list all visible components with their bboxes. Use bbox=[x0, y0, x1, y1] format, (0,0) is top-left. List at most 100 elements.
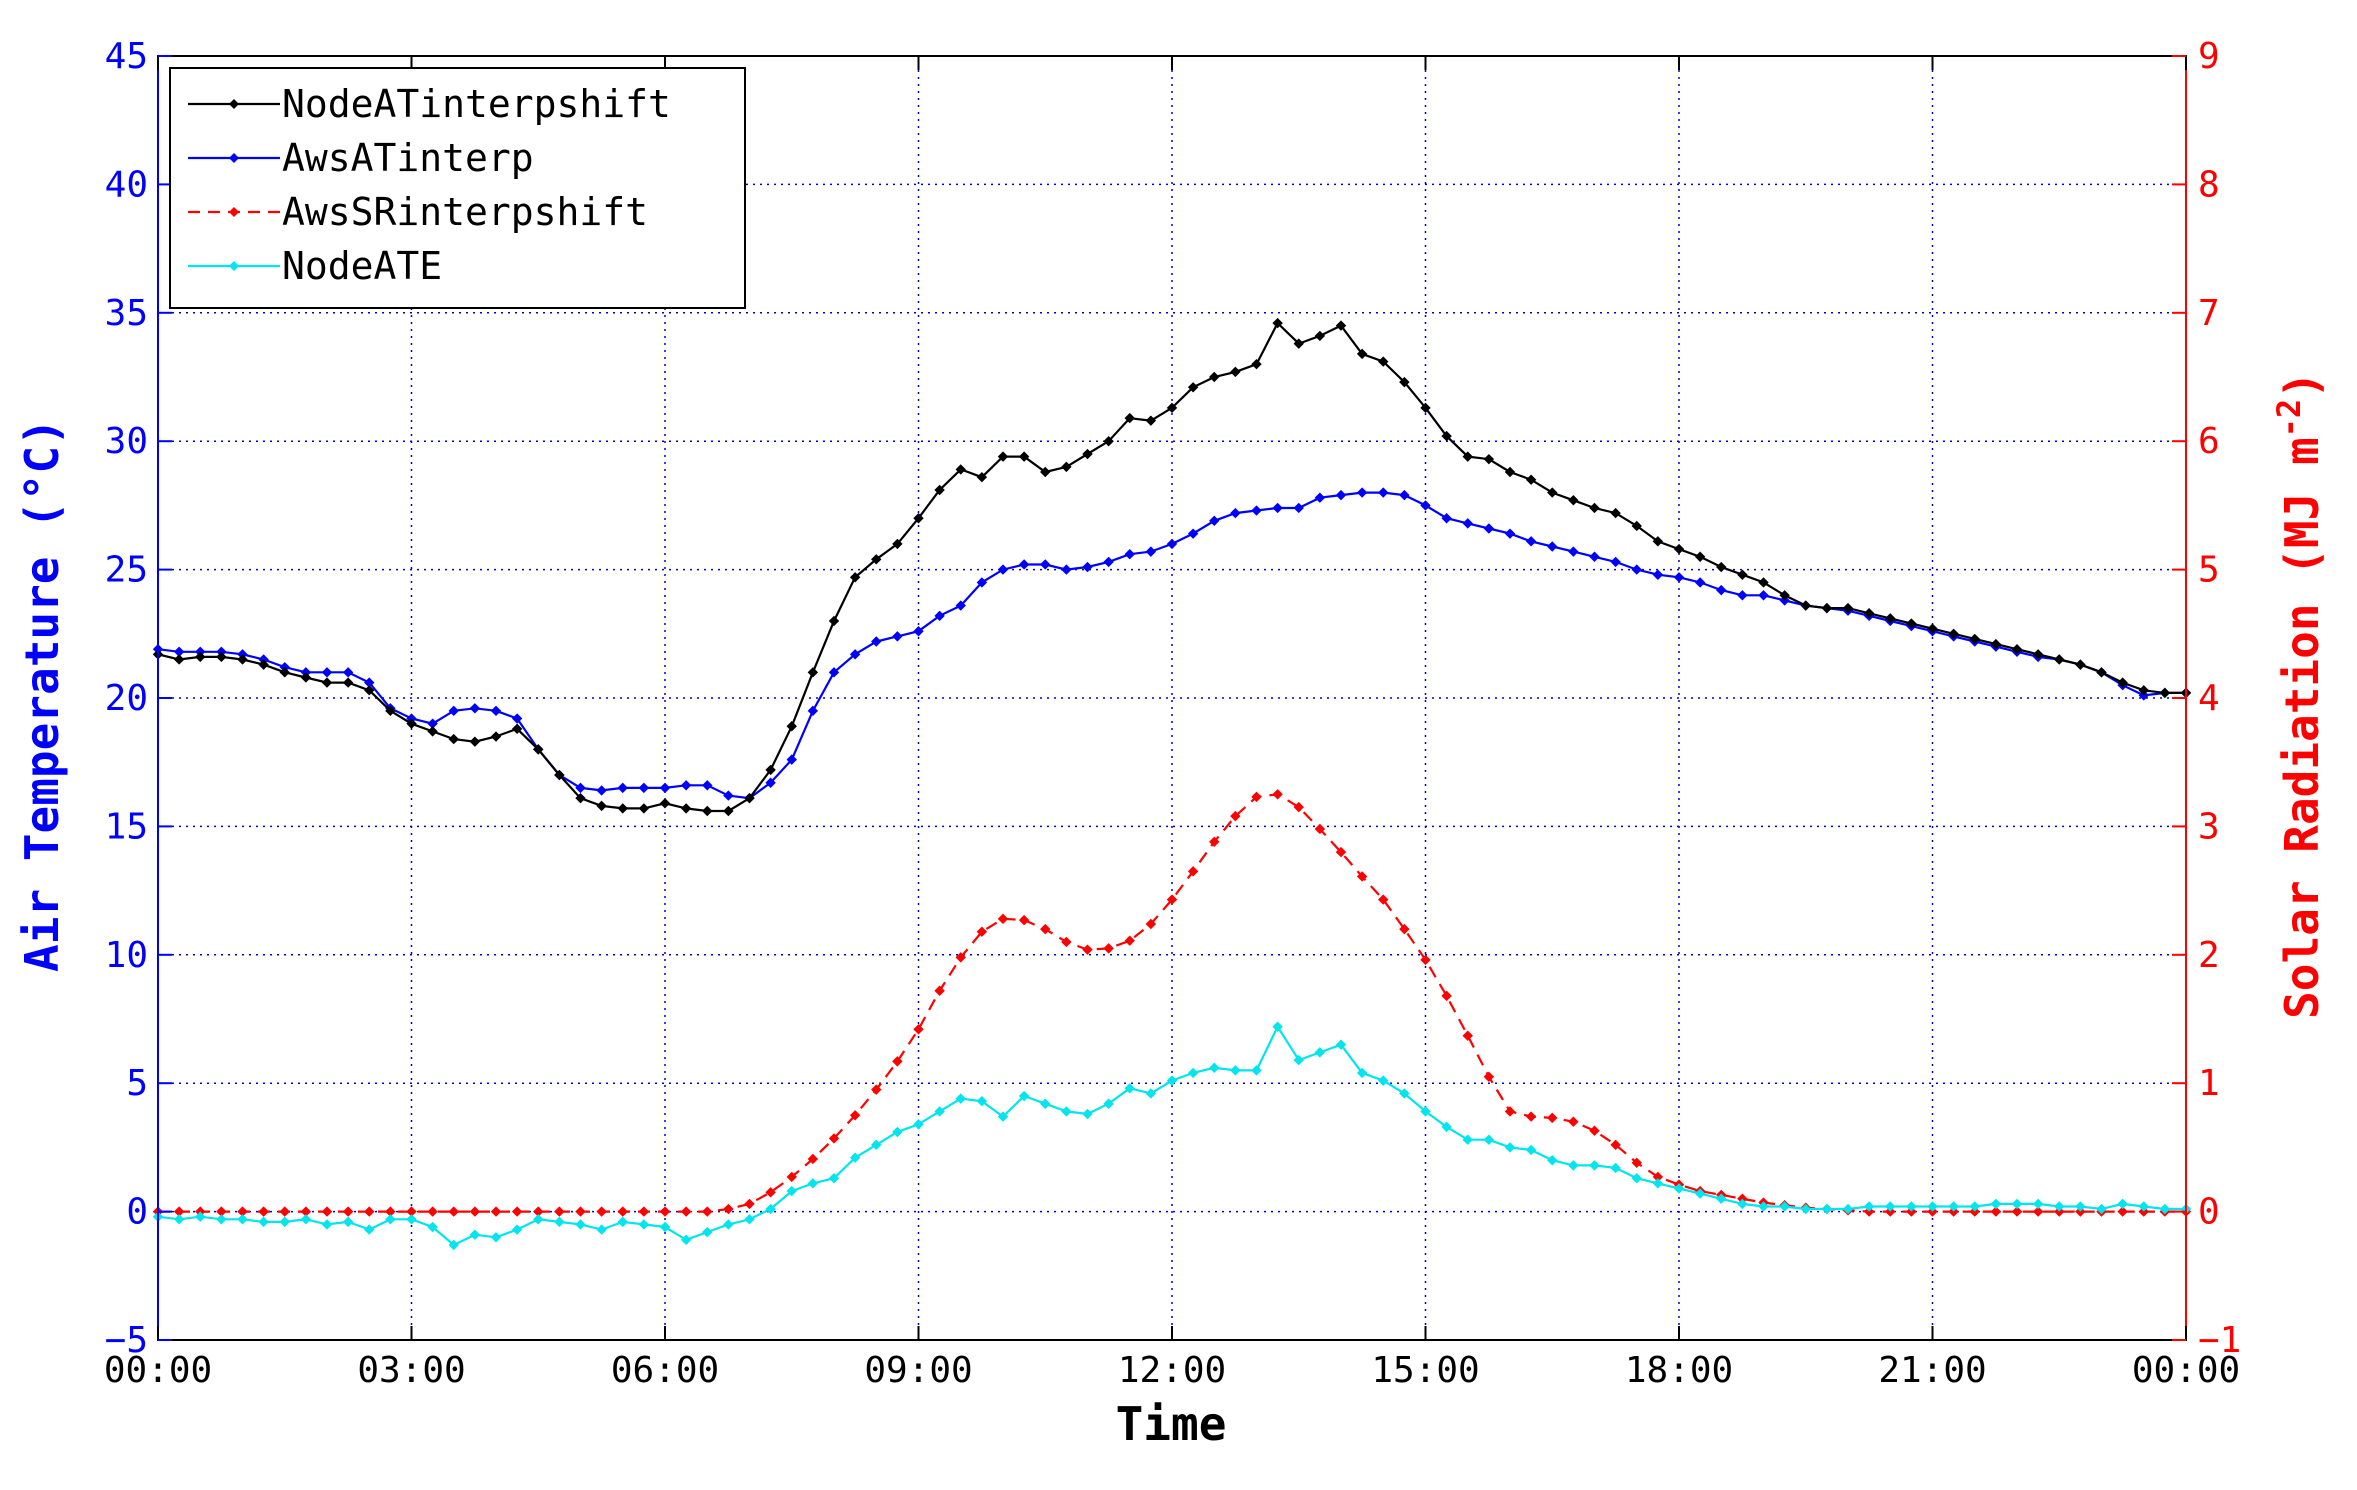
data-point bbox=[2096, 667, 2107, 678]
data-point bbox=[955, 952, 966, 963]
data-point bbox=[1694, 551, 1706, 562]
x-tick-label: 03:00 bbox=[357, 1350, 465, 1391]
data-point bbox=[554, 769, 565, 781]
data-point bbox=[2075, 1201, 2086, 1212]
data-point bbox=[1187, 866, 1199, 877]
right-axis-title: Solar Radiation (MJ m-2) bbox=[2270, 371, 2329, 1019]
data-point bbox=[1673, 572, 1685, 583]
data-point bbox=[1272, 1021, 1283, 1032]
data-point bbox=[1863, 608, 1875, 619]
data-point bbox=[1990, 638, 2002, 650]
data-point bbox=[173, 1214, 185, 1225]
data-point bbox=[1525, 1144, 1537, 1156]
data-point bbox=[385, 1206, 396, 1217]
data-point bbox=[2117, 1206, 2128, 1217]
data-point bbox=[1863, 1201, 1875, 1212]
data-point bbox=[1462, 518, 1473, 529]
data-point bbox=[1335, 1039, 1347, 1050]
x-axis-title: Time bbox=[1116, 1397, 1227, 1451]
data-point bbox=[469, 703, 481, 714]
data-point bbox=[849, 572, 861, 583]
data-point bbox=[744, 792, 755, 804]
data-point bbox=[1737, 1198, 1748, 1210]
data-point bbox=[2011, 1198, 2023, 1210]
data-point bbox=[1145, 415, 1157, 426]
data-point bbox=[1378, 356, 1389, 367]
data-point bbox=[1758, 590, 1769, 601]
data-point bbox=[1927, 1201, 1938, 1212]
data-point bbox=[1652, 1178, 1664, 1189]
data-point bbox=[1821, 602, 1833, 614]
data-point bbox=[1969, 1201, 1980, 1212]
data-point bbox=[638, 803, 650, 814]
data-point bbox=[300, 1206, 312, 1217]
legend-item: NodeATinterpshift bbox=[188, 82, 671, 126]
data-point bbox=[934, 484, 945, 496]
data-point bbox=[1462, 1030, 1473, 1041]
data-point bbox=[1547, 1112, 1558, 1124]
data-point bbox=[723, 790, 734, 801]
data-point bbox=[1694, 577, 1706, 588]
data-point bbox=[1568, 495, 1579, 506]
data-point bbox=[871, 1139, 882, 1151]
x-tick-label: 00:00 bbox=[2132, 1350, 2240, 1391]
data-point bbox=[406, 718, 417, 729]
data-point bbox=[216, 651, 227, 663]
data-point bbox=[1631, 1173, 1642, 1184]
data-point bbox=[2075, 659, 2086, 670]
data-point bbox=[913, 1119, 924, 1130]
data-point bbox=[533, 744, 544, 755]
data-point bbox=[575, 1219, 586, 1230]
data-point bbox=[1230, 810, 1241, 822]
x-tick-label: 15:00 bbox=[1371, 1350, 1479, 1391]
data-point bbox=[596, 785, 607, 796]
data-point bbox=[1145, 546, 1157, 557]
data-point bbox=[511, 723, 523, 735]
x-tick-label: 09:00 bbox=[864, 1350, 972, 1391]
data-point bbox=[702, 805, 713, 817]
right-axis-title-close: ) bbox=[2275, 371, 2329, 399]
data-point bbox=[1504, 466, 1516, 478]
data-point bbox=[786, 721, 797, 732]
data-point bbox=[2011, 1206, 2023, 1217]
y-left-tick-label: 15 bbox=[105, 806, 148, 847]
data-point bbox=[934, 1106, 945, 1117]
data-point bbox=[955, 464, 966, 475]
data-point bbox=[364, 677, 375, 688]
data-point bbox=[2096, 1203, 2107, 1215]
data-point bbox=[849, 1152, 861, 1163]
data-point bbox=[173, 654, 185, 665]
data-point bbox=[1293, 1054, 1304, 1066]
data-point bbox=[1335, 489, 1347, 501]
data-point bbox=[2159, 687, 2171, 699]
data-point bbox=[1399, 1088, 1410, 1099]
data-point bbox=[765, 1203, 776, 1215]
data-point bbox=[1504, 528, 1516, 539]
data-point bbox=[1906, 618, 1917, 629]
data-point bbox=[1441, 430, 1452, 442]
legend-label: NodeATinterpshift bbox=[282, 82, 671, 126]
data-point bbox=[871, 636, 882, 647]
data-point bbox=[364, 685, 375, 696]
data-point bbox=[828, 615, 840, 627]
data-point bbox=[617, 803, 628, 814]
legend-label: AwsATinterp bbox=[282, 136, 534, 180]
data-point bbox=[1779, 590, 1790, 601]
legend-box bbox=[169, 67, 746, 309]
data-point bbox=[490, 705, 502, 717]
data-point bbox=[1018, 559, 1030, 570]
data-point bbox=[1187, 382, 1199, 393]
data-point bbox=[1716, 561, 1727, 573]
data-point bbox=[406, 1214, 417, 1225]
data-point bbox=[216, 1206, 227, 1217]
data-point bbox=[342, 1216, 354, 1228]
data-point bbox=[1568, 1116, 1579, 1127]
data-point bbox=[490, 1232, 502, 1243]
data-point bbox=[1462, 1134, 1473, 1145]
data-point bbox=[913, 1024, 924, 1035]
data-point bbox=[596, 1224, 607, 1235]
data-point bbox=[1251, 358, 1262, 370]
data-point bbox=[1145, 918, 1157, 930]
data-point bbox=[427, 726, 438, 737]
